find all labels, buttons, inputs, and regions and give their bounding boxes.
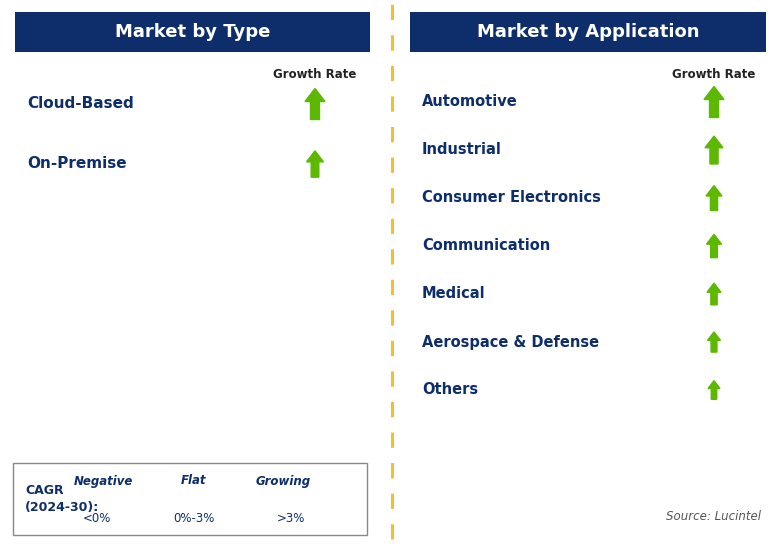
Text: Flat: Flat (182, 474, 206, 488)
Text: >3%: >3% (277, 513, 305, 525)
Polygon shape (306, 151, 323, 177)
Polygon shape (706, 186, 722, 210)
Polygon shape (707, 283, 721, 305)
Text: Communication: Communication (422, 238, 550, 254)
Text: <0%: <0% (83, 513, 111, 525)
Polygon shape (707, 332, 721, 352)
Text: On-Premise: On-Premise (27, 156, 127, 171)
FancyBboxPatch shape (410, 12, 766, 52)
Text: Growth Rate: Growth Rate (273, 68, 357, 81)
Text: Aerospace & Defense: Aerospace & Defense (422, 334, 599, 350)
Polygon shape (708, 380, 720, 399)
Text: CAGR: CAGR (25, 485, 64, 497)
Text: Negative: Negative (73, 474, 132, 488)
Polygon shape (704, 87, 724, 117)
Text: Growth Rate: Growth Rate (672, 68, 756, 81)
Text: Cloud-Based: Cloud-Based (27, 97, 134, 111)
FancyBboxPatch shape (13, 463, 367, 535)
Polygon shape (113, 487, 129, 511)
FancyBboxPatch shape (15, 12, 370, 52)
Polygon shape (707, 234, 721, 257)
Text: (2024-30):: (2024-30): (25, 501, 99, 514)
Text: Automotive: Automotive (422, 94, 518, 109)
Text: Industrial: Industrial (422, 143, 502, 158)
Text: Market by Type: Market by Type (115, 23, 270, 41)
Text: Medical: Medical (422, 287, 485, 301)
Polygon shape (199, 491, 226, 507)
Text: Market by Application: Market by Application (477, 23, 700, 41)
Text: Source: Lucintel: Source: Lucintel (666, 511, 761, 524)
Polygon shape (705, 136, 723, 164)
Text: Consumer Electronics: Consumer Electronics (422, 191, 601, 205)
Polygon shape (305, 487, 321, 511)
Text: Growing: Growing (256, 474, 311, 488)
Polygon shape (305, 88, 325, 120)
Text: Others: Others (422, 383, 478, 397)
Text: 0%-3%: 0%-3% (173, 513, 215, 525)
